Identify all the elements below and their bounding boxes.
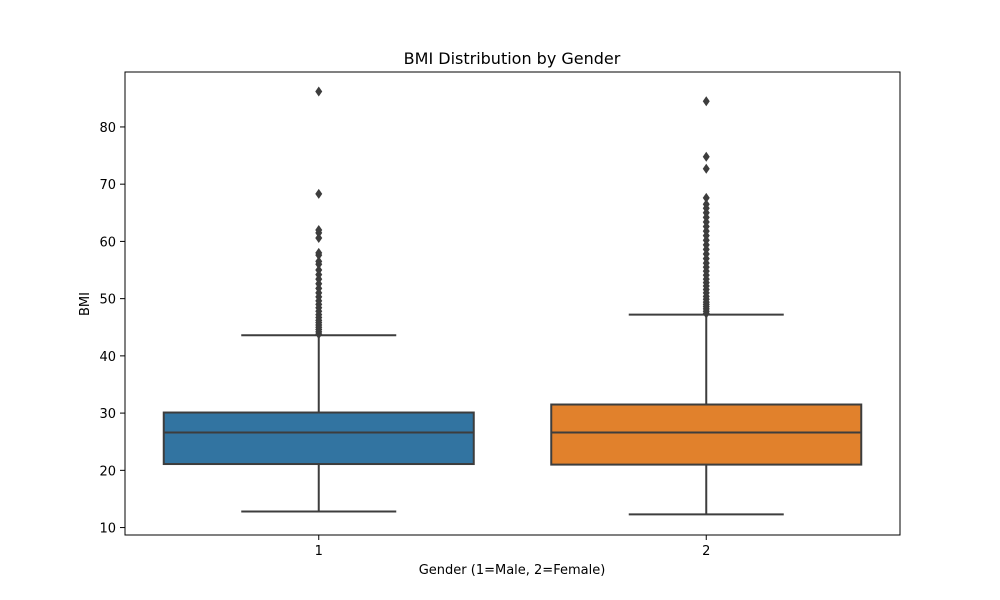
y-axis: 10 20 30 40 50 60 70 80	[99, 121, 125, 537]
y-axis-title: BMI	[78, 292, 93, 316]
outlier-point	[315, 86, 323, 97]
outlier-point	[702, 151, 710, 162]
y-tick-label: 80	[99, 121, 116, 136]
outlier-point	[702, 192, 710, 203]
box-group-1	[162, 86, 475, 513]
y-tick-label: 10	[99, 522, 116, 537]
outlier-point	[315, 247, 323, 258]
x-tick-label: 2	[702, 544, 710, 559]
y-tick-label: 40	[99, 350, 116, 365]
y-tick-label: 70	[99, 178, 116, 193]
outlier-point	[702, 96, 710, 107]
chart-title: BMI Distribution by Gender	[404, 49, 621, 68]
outlier-point	[702, 199, 710, 210]
outlier-point	[315, 232, 323, 243]
x-axis-title: Gender (1=Male, 2=Female)	[419, 563, 606, 578]
outlier-point	[702, 163, 710, 174]
outlier-point	[315, 265, 323, 276]
plot-area	[162, 86, 863, 516]
box-group-2	[550, 96, 863, 516]
iqr-box	[550, 403, 863, 466]
plot-frame	[124, 71, 901, 536]
outlier-point	[315, 224, 323, 235]
y-tick-label: 60	[99, 235, 116, 250]
y-tick-label: 50	[99, 293, 116, 308]
outlier-point	[315, 188, 323, 199]
y-tick-label: 30	[99, 407, 116, 422]
outlier-point	[315, 256, 323, 267]
y-tick-label: 20	[99, 464, 116, 479]
x-tick-label: 1	[315, 544, 323, 559]
iqr-box	[162, 411, 475, 466]
